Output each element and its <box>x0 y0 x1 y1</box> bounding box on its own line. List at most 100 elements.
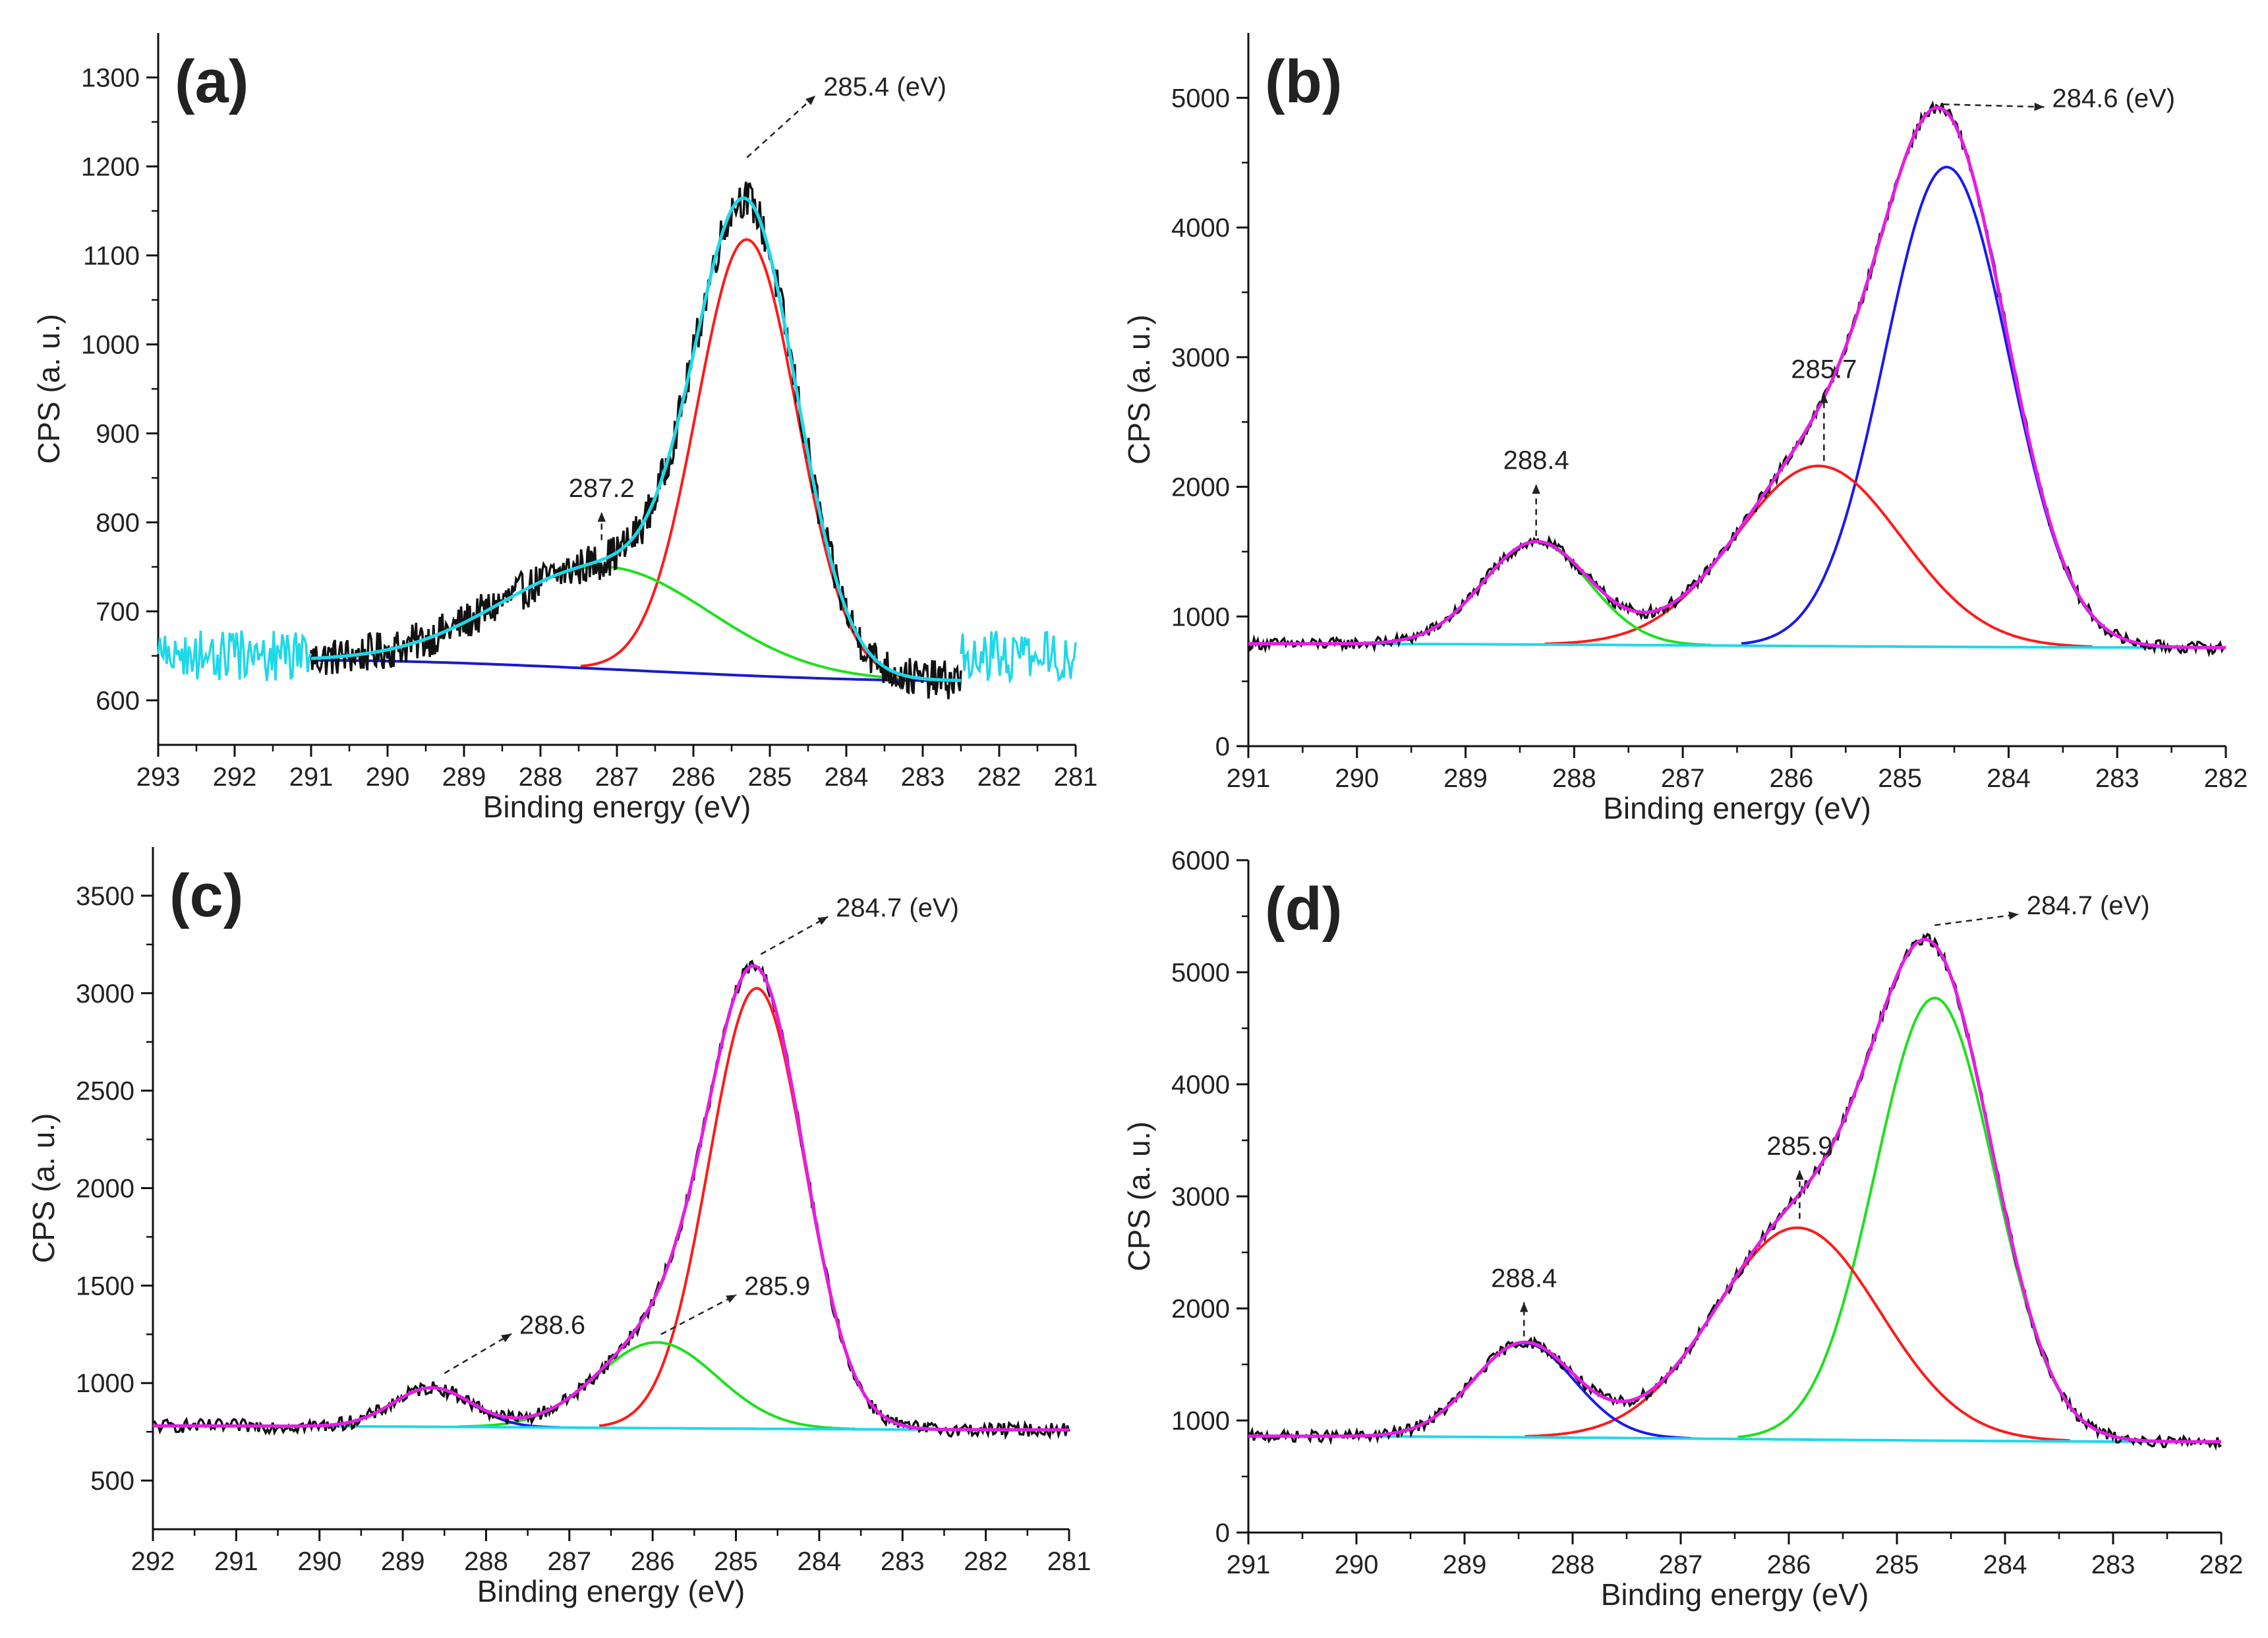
x-tick-label: 286 <box>672 763 716 792</box>
x-tick-label: 286 <box>1770 764 1814 793</box>
y-tick-label: 1000 <box>81 331 140 360</box>
x-tick-label: 284 <box>825 763 869 792</box>
envelope-tail-left <box>157 630 312 681</box>
x-tick-label: 281 <box>1054 763 1098 792</box>
peak-annotation-label: 287.2 <box>569 474 635 503</box>
peak-annotation-label: 285.9 <box>744 1272 810 1301</box>
annotation-arrowhead <box>2008 911 2019 920</box>
annotation-arrowhead <box>1820 393 1828 403</box>
peak-annotation-label: 288.6 <box>519 1311 585 1340</box>
panel-a: 293 292 291 290 289 288 287 286 285 284 283 282 281 6… <box>32 33 1097 824</box>
envelope-tail-right <box>960 630 1077 685</box>
x-tick-label: 289 <box>442 763 486 792</box>
y-axis-label: CPS (a. u.) <box>1122 1121 1156 1272</box>
envelope-fit <box>1248 937 2221 1444</box>
y-tick-label: 2000 <box>76 1175 134 1204</box>
annotation-arrow <box>1934 913 2019 926</box>
x-tick-label: 287 <box>1659 1550 1703 1579</box>
x-tick-label: 292 <box>213 763 257 792</box>
panel-label: (a) <box>175 48 248 115</box>
x-axis-label: Binding energy (eV) <box>1603 791 1871 825</box>
y-tick-label: 5000 <box>1171 84 1230 113</box>
panel-label: (c) <box>169 862 243 929</box>
x-tick-label: 287 <box>595 763 639 792</box>
x-tick-label: 288 <box>1551 1550 1595 1579</box>
x-tick-label: 291 <box>1227 764 1271 793</box>
annotation-arrowhead <box>501 1333 511 1343</box>
x-tick-label: 283 <box>2095 764 2139 793</box>
x-tick-label: 291 <box>214 1547 258 1576</box>
peak-annotation-label: 285.7 <box>1791 355 1857 384</box>
annotation-arrowhead <box>1519 1302 1528 1312</box>
y-tick-label: 600 <box>96 687 140 716</box>
y-tick-label: 4000 <box>1171 1070 1230 1099</box>
annotation-arrowhead <box>1532 484 1540 494</box>
y-tick-label: 900 <box>96 420 140 449</box>
annotation-arrowhead <box>597 512 606 522</box>
y-axis-label: CPS (a. u.) <box>1122 314 1156 465</box>
x-axis-label: Binding energy (eV) <box>483 790 751 824</box>
y-tick-label: 3000 <box>1171 1183 1230 1212</box>
annotation-arrowhead <box>817 916 829 925</box>
panel-d: 291 290 289 288 287 286 285 284 283 282 0 1000 2000 3… <box>1122 846 2243 1612</box>
x-tick-label: 288 <box>1552 764 1596 793</box>
y-tick-label: 4000 <box>1171 214 1230 243</box>
x-tick-label: 289 <box>1443 764 1488 793</box>
y-tick-label: 5000 <box>1171 958 1230 987</box>
peak-annotation-label: 288.4 <box>1503 446 1569 475</box>
x-tick-label: 291 <box>1227 1550 1271 1579</box>
background-line <box>311 658 961 682</box>
raw-spectrum <box>310 181 962 699</box>
x-tick-label: 286 <box>631 1547 675 1576</box>
x-tick-label: 290 <box>1335 1550 1379 1579</box>
y-tick-label: 1000 <box>1171 1407 1230 1436</box>
x-tick-label: 288 <box>464 1547 508 1576</box>
annotation-arrowhead <box>1795 1170 1804 1180</box>
y-tick-label: 3000 <box>76 980 134 1009</box>
x-tick-label: 284 <box>1987 764 2031 793</box>
y-tick-label: 500 <box>90 1467 134 1496</box>
y-tick-label: 2000 <box>1171 1295 1230 1324</box>
x-tick-label: 288 <box>519 763 563 792</box>
x-tick-label: 285 <box>1875 1550 1919 1579</box>
x-tick-label: 281 <box>1047 1547 1091 1576</box>
y-tick-label: 1300 <box>81 64 140 93</box>
y-tick-label: 700 <box>96 598 140 627</box>
x-axis-label: Binding energy (eV) <box>477 1574 745 1608</box>
y-tick-label: 800 <box>96 509 140 538</box>
x-tick-label: 284 <box>798 1547 842 1576</box>
x-tick-label: 291 <box>289 763 334 792</box>
y-tick-label: 0 <box>1215 732 1230 761</box>
peak-annotation-label: 285.9 <box>1766 1132 1832 1161</box>
x-tick-label: 285 <box>1878 764 1922 793</box>
x-tick-label: 285 <box>748 763 792 792</box>
y-tick-label: 2500 <box>76 1077 134 1106</box>
x-tick-label: 282 <box>964 1547 1008 1576</box>
panel-label: (d) <box>1265 875 1342 943</box>
x-tick-label: 290 <box>297 1547 341 1576</box>
y-axis-label: CPS (a. u.) <box>26 1113 61 1264</box>
annotation-arrow <box>444 1333 512 1374</box>
peak-annotation-label: 288.4 <box>1491 1264 1557 1293</box>
y-tick-label: 0 <box>1215 1519 1230 1548</box>
annotation-arrowhead <box>805 96 816 105</box>
x-tick-label: 283 <box>881 1547 925 1576</box>
y-tick-label: 2000 <box>1171 473 1230 502</box>
x-tick-label: 290 <box>366 763 410 792</box>
y-tick-label: 3000 <box>1171 343 1230 372</box>
x-tick-label: 286 <box>1767 1550 1811 1579</box>
x-tick-label: 283 <box>2091 1550 2136 1579</box>
x-axis-label: Binding energy (eV) <box>1601 1577 1869 1612</box>
y-tick-label: 1500 <box>76 1272 134 1301</box>
background-line <box>1248 642 2226 649</box>
peak-annotation-label: 284.6 (eV) <box>2052 84 2175 113</box>
y-tick-label: 6000 <box>1171 846 1230 875</box>
peak-annotation-label: 284.7 (eV) <box>2027 891 2150 920</box>
x-tick-label: 293 <box>136 763 181 792</box>
x-tick-label: 289 <box>1443 1550 1487 1579</box>
y-tick-label: 3500 <box>76 882 134 911</box>
x-tick-label: 284 <box>1983 1550 2027 1579</box>
x-tick-label: 287 <box>1661 764 1705 793</box>
x-tick-label: 292 <box>131 1547 175 1576</box>
